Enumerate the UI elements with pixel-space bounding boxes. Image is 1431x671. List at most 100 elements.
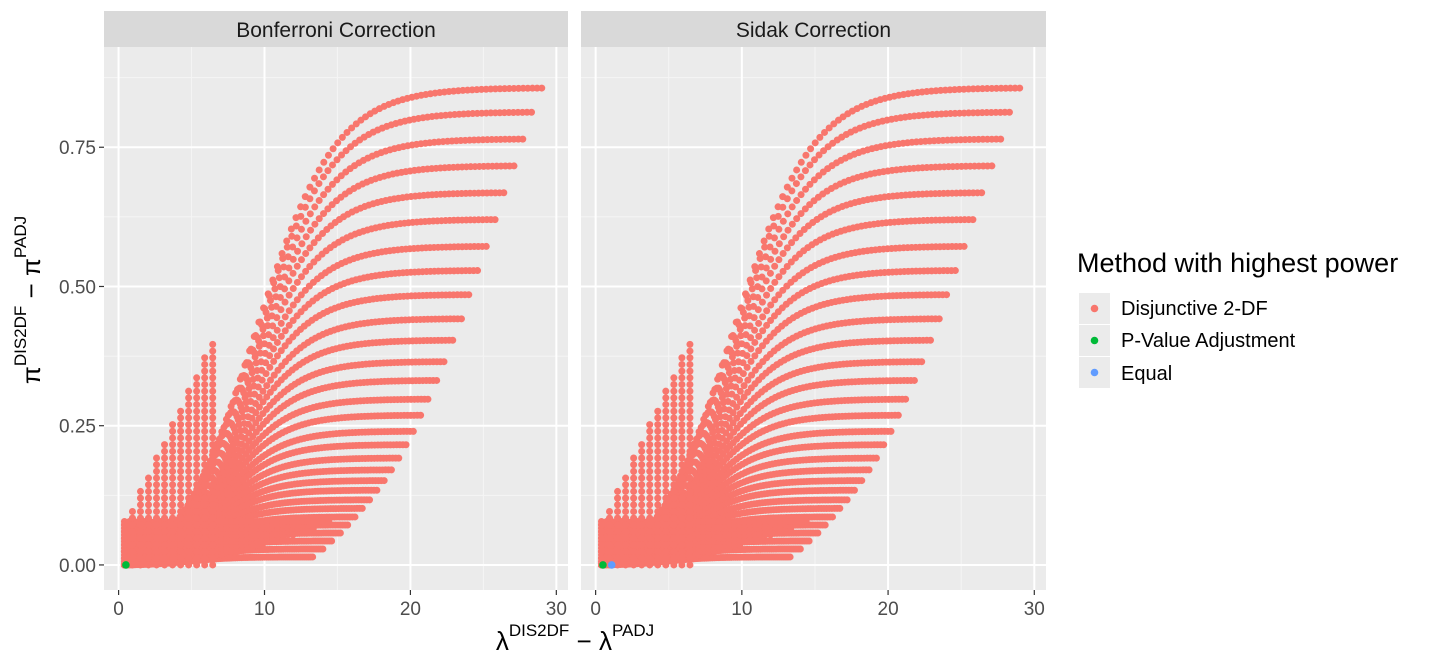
data-point (744, 376, 752, 384)
data-point (161, 501, 169, 509)
data-point (788, 239, 796, 247)
data-point (209, 360, 217, 368)
data-point (277, 306, 285, 314)
data-point (252, 409, 260, 417)
data-point (343, 128, 351, 136)
data-point (228, 517, 236, 525)
data-point (474, 267, 482, 275)
data-point (779, 203, 787, 211)
data-point (325, 517, 333, 525)
data-point (201, 447, 209, 455)
data-point (201, 528, 209, 536)
data-point (988, 162, 996, 170)
data-point (209, 407, 217, 415)
data-point (297, 291, 305, 299)
data-point (177, 407, 185, 415)
data-point (732, 337, 740, 345)
data-point (193, 374, 201, 382)
data-point (209, 447, 217, 455)
data-point (767, 255, 775, 263)
data-point (169, 474, 177, 482)
data-point (320, 191, 328, 199)
data-point (177, 461, 185, 469)
data-point (193, 441, 201, 449)
data-point (348, 124, 356, 132)
data-point (209, 414, 217, 422)
data-point (277, 319, 285, 327)
data-point (185, 394, 193, 402)
data-point (177, 467, 185, 475)
data-points (120, 84, 546, 569)
data-point (910, 376, 918, 384)
data-point (209, 467, 217, 475)
data-point (185, 528, 193, 536)
data-point (797, 173, 805, 181)
data-point (306, 244, 314, 252)
data-point (128, 507, 136, 515)
data-point (935, 315, 943, 323)
data-point (761, 243, 769, 251)
data-point (169, 528, 177, 536)
data-point (271, 285, 279, 293)
data-point (762, 277, 770, 285)
data-point (728, 353, 736, 361)
data-point (145, 521, 153, 529)
data-point (771, 278, 779, 286)
data-point (185, 434, 193, 442)
data-point (733, 403, 741, 411)
data-point (258, 517, 266, 525)
data-point (779, 250, 787, 258)
data-point (209, 340, 217, 348)
data-point (145, 548, 153, 556)
data-point (169, 514, 177, 522)
data-point (193, 514, 201, 522)
data-point (314, 234, 322, 242)
data-point (793, 166, 801, 174)
data-point (307, 226, 315, 234)
data-point (366, 496, 374, 504)
data-point (209, 554, 217, 562)
data-point (136, 501, 144, 509)
data-point (153, 481, 161, 489)
data-point (209, 441, 217, 449)
data-point (763, 291, 771, 299)
data-point (311, 220, 319, 228)
data-point (270, 371, 278, 379)
data-point (297, 256, 305, 264)
data-point (259, 387, 267, 395)
data-point (756, 255, 764, 263)
data-point (289, 255, 297, 263)
data-point (816, 133, 824, 141)
data-point (320, 517, 328, 525)
data-point (201, 494, 209, 502)
data-point (161, 507, 169, 515)
data-point (736, 376, 744, 384)
data-point (169, 548, 177, 556)
data-point (783, 263, 791, 271)
data-point (153, 561, 161, 569)
data-point (333, 176, 341, 184)
data-point (177, 494, 185, 502)
y-tick-label: 0.25 (59, 417, 96, 438)
data-point (762, 264, 770, 272)
data-point (128, 521, 136, 529)
data-point (201, 514, 209, 522)
data-point (324, 205, 332, 213)
data-point (293, 278, 301, 286)
data-point (783, 244, 791, 252)
data-point (262, 370, 270, 378)
data-point (802, 185, 810, 193)
data-point (797, 191, 805, 199)
data-point (193, 548, 201, 556)
data-point (797, 210, 805, 218)
data-point (792, 180, 800, 188)
data-point (193, 394, 201, 402)
data-point (289, 243, 297, 251)
data-point (918, 358, 926, 366)
data-point (128, 514, 136, 522)
data-point (801, 167, 809, 175)
data-point (254, 383, 262, 391)
data-point (209, 534, 217, 542)
data-point (262, 359, 270, 367)
data-point (169, 487, 177, 495)
